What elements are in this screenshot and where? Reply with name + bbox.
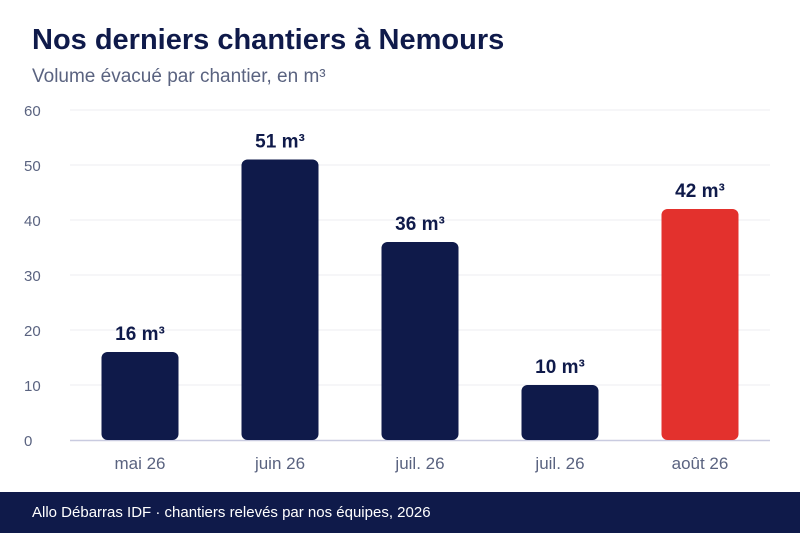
y-tick-label: 30 (24, 268, 41, 285)
bar-data-label: 36 m³ (395, 214, 445, 235)
x-tick-label: juin 26 (254, 454, 305, 473)
y-tick-label: 60 (24, 103, 41, 120)
bar-data-label: 16 m³ (115, 324, 165, 345)
x-tick-label: août 26 (672, 454, 729, 473)
x-tick-label: juil. 26 (534, 454, 584, 473)
y-tick-label: 0 (24, 433, 32, 450)
bar-data-label: 42 m³ (675, 181, 725, 202)
y-tick-label: 50 (24, 158, 41, 175)
bar-data-label: 51 m³ (255, 132, 305, 153)
chart-title: Nos derniers chantiers à Nemours (32, 24, 505, 56)
x-tick-label: mai 26 (114, 454, 165, 473)
chart-subtitle: Volume évacué par chantier, en m³ (32, 66, 326, 87)
bar (241, 159, 319, 440)
bar (101, 352, 179, 440)
x-tick-label: juil. 26 (394, 454, 444, 473)
bar (661, 209, 739, 440)
y-tick-label: 40 (24, 213, 41, 230)
bar-chart: 0 10 20 30 40 50 60 16 m³ mai 26 51 m³ juin 26 36 m… (24, 103, 770, 473)
footer-source-text: Allo Débarras IDF · chantiers relevés pa… (32, 504, 431, 521)
bar (381, 242, 459, 440)
bar (521, 385, 599, 440)
y-tick-label: 20 (24, 323, 41, 340)
y-tick-label: 10 (24, 378, 41, 395)
bar-data-label: 10 m³ (535, 357, 585, 378)
footer: Allo Débarras IDF · chantiers relevés pa… (0, 492, 800, 533)
